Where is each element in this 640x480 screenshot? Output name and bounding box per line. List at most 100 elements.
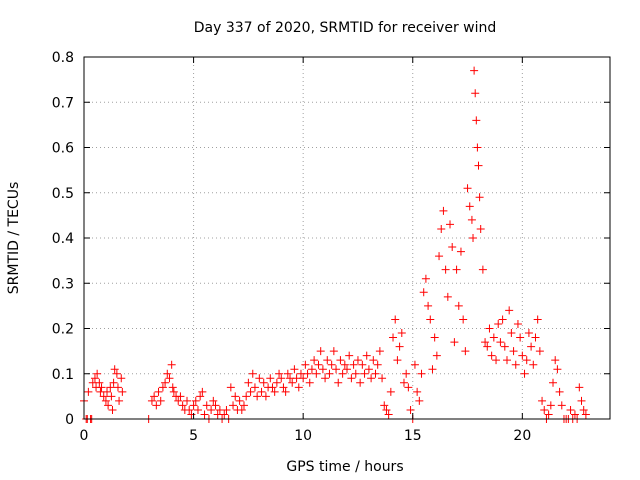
data-point (200, 410, 209, 419)
data-point (270, 387, 279, 396)
data-point (323, 356, 332, 365)
data-point (432, 351, 441, 360)
data-point (494, 319, 503, 328)
grid-layer (84, 57, 610, 419)
data-point (448, 243, 457, 252)
data-point (424, 301, 433, 310)
data-point (329, 347, 338, 356)
data-point (334, 378, 343, 387)
data-point (404, 383, 413, 392)
data-point (154, 387, 163, 396)
data-point (115, 396, 124, 405)
data-point (531, 333, 540, 342)
data-point (332, 365, 341, 374)
data-point (343, 365, 351, 374)
data-point (375, 347, 384, 356)
data-point (402, 369, 411, 378)
data-point (110, 365, 119, 374)
data-point (373, 360, 382, 369)
data-point (538, 396, 547, 405)
data-point (498, 315, 507, 324)
data-point (454, 301, 463, 310)
data-point (520, 369, 529, 378)
data-point (553, 365, 562, 374)
data-point (535, 347, 544, 356)
data-point (487, 351, 496, 360)
y-tick-label: 0.2 (52, 322, 74, 338)
data-point (469, 234, 478, 242)
x-tick-label: 10 (294, 428, 312, 444)
data-point (305, 378, 314, 387)
data-point (579, 405, 588, 414)
data-point (551, 356, 560, 365)
data-point (349, 360, 358, 369)
data-point (261, 392, 270, 401)
data-point (502, 356, 511, 365)
x-tick-label: 0 (80, 428, 89, 444)
data-point (575, 383, 584, 392)
data-point (426, 315, 435, 324)
data-point (467, 215, 476, 224)
data-point (275, 369, 284, 378)
data-point (93, 369, 102, 378)
data-point (406, 405, 415, 414)
data-point (196, 392, 205, 401)
y-tick-label: 0.4 (52, 231, 74, 247)
data-point (384, 410, 393, 419)
data-point (336, 356, 345, 365)
data-point (496, 338, 505, 347)
data-point (178, 401, 187, 410)
data-point (463, 184, 472, 193)
data-point (318, 365, 327, 374)
data-point (472, 116, 481, 125)
data-point (183, 396, 192, 405)
data-point (314, 360, 323, 369)
data-point (316, 347, 325, 356)
data-point (187, 410, 196, 419)
data-point (566, 405, 575, 414)
data-point (358, 360, 367, 369)
data-point (277, 374, 286, 383)
points-layer (80, 66, 590, 423)
data-point (242, 392, 251, 401)
data-point (307, 365, 316, 374)
data-point (364, 365, 373, 374)
data-point (198, 387, 207, 396)
data-point (150, 392, 159, 401)
data-point (237, 405, 246, 414)
data-point (107, 392, 116, 401)
data-point (207, 405, 216, 414)
y-tick-label: 0.5 (52, 186, 74, 202)
data-point (485, 324, 494, 333)
data-point (518, 351, 527, 360)
data-point (544, 410, 553, 419)
data-point (378, 374, 387, 383)
data-point (163, 369, 172, 378)
data-point (450, 338, 459, 347)
data-point (312, 369, 321, 378)
data-point (452, 265, 461, 274)
data-point (511, 360, 520, 369)
data-point (255, 374, 264, 383)
y-tick-label: 0.7 (52, 95, 74, 111)
data-point (505, 306, 514, 315)
data-point (202, 401, 211, 410)
data-point (478, 265, 487, 274)
data-point (456, 247, 465, 256)
data-point (112, 369, 121, 378)
data-point (301, 360, 310, 369)
data-point (483, 342, 492, 351)
x-tick-label: 5 (189, 428, 198, 444)
data-point (461, 347, 470, 356)
data-point (338, 369, 347, 378)
data-point (441, 265, 450, 274)
data-point (294, 383, 303, 392)
data-point (415, 396, 424, 405)
data-point (235, 396, 244, 405)
data-point (97, 383, 106, 392)
data-point (108, 405, 117, 414)
data-point (360, 369, 369, 378)
data-point (303, 369, 312, 378)
data-point (443, 292, 452, 301)
data-point (325, 369, 334, 378)
